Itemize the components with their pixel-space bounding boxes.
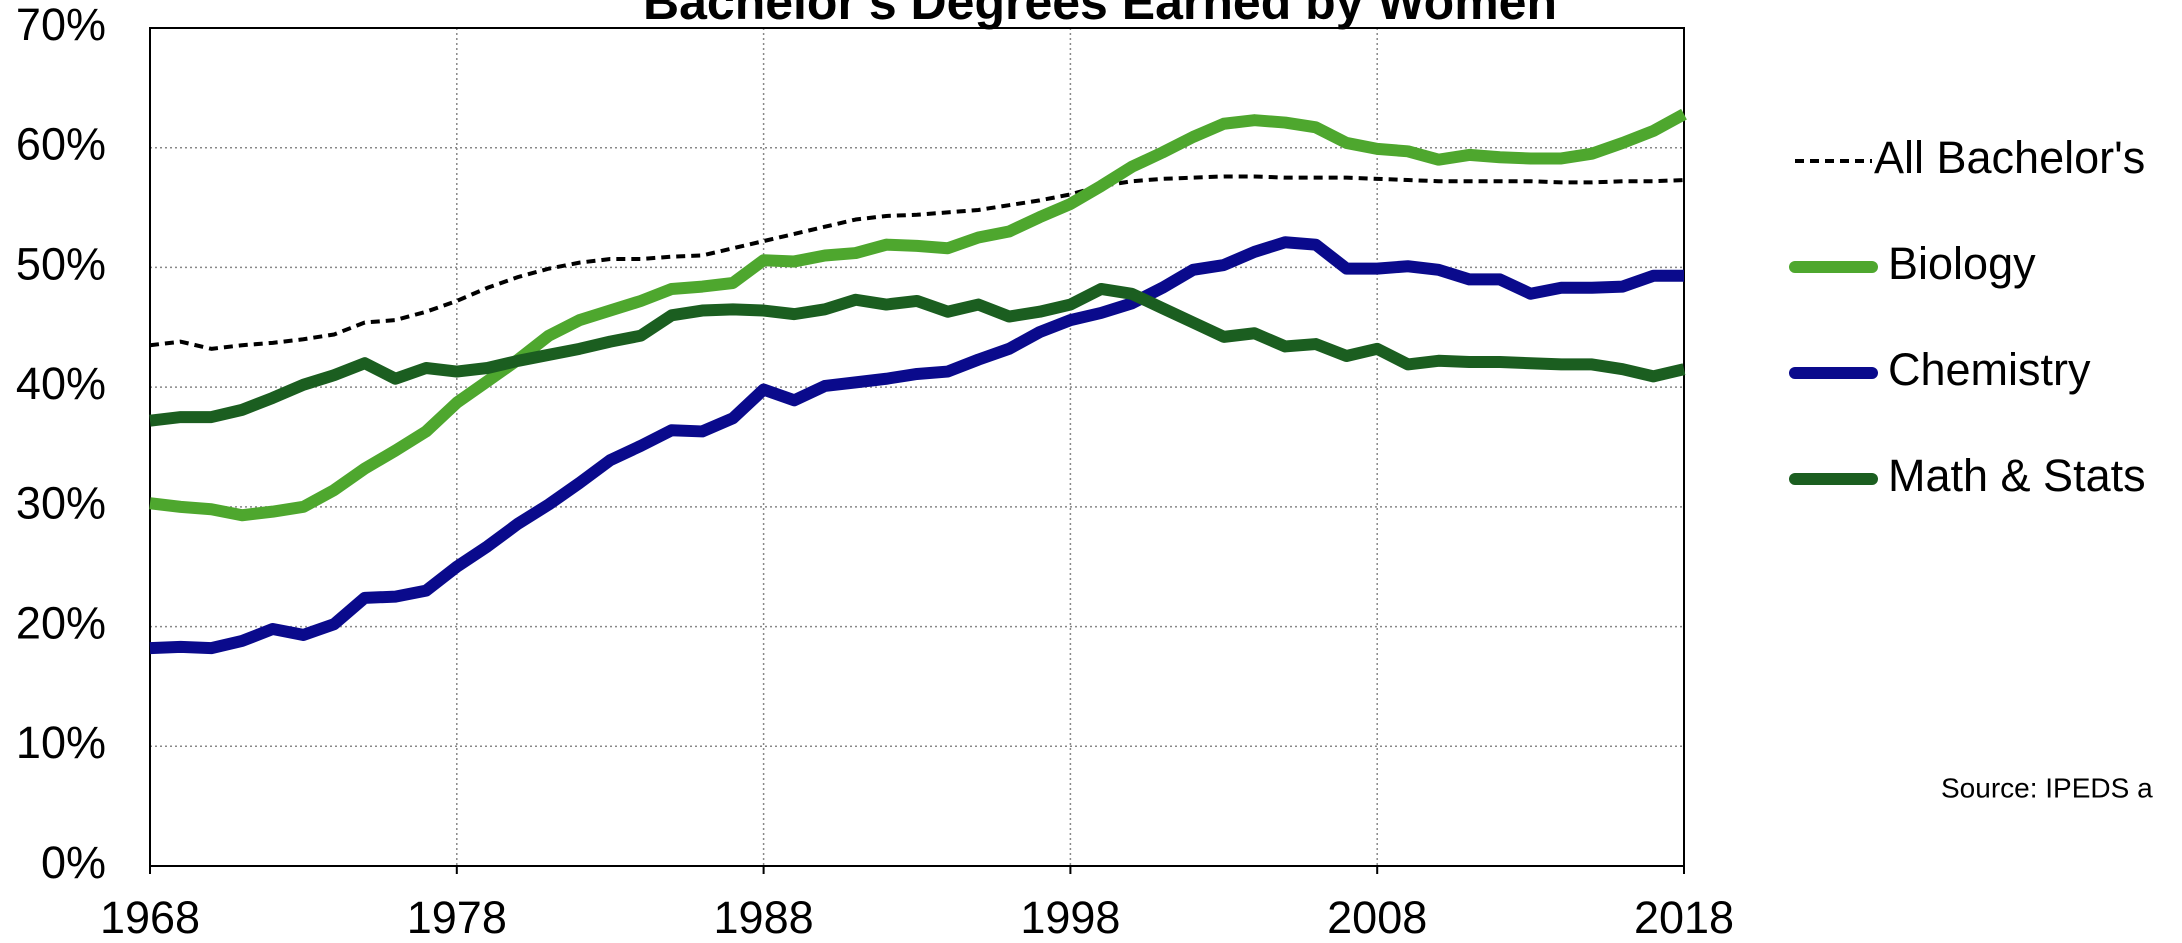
y-tick-label: 40% [16,358,106,409]
y-tick-label: 10% [16,717,106,768]
y-tick-label: 0% [41,837,106,888]
series-line [149,108,1687,522]
series-line [149,174,1685,351]
y-tick-label: 60% [16,119,106,170]
series-line [149,236,1684,655]
x-tick-label: 1978 [407,892,507,943]
x-tick-label: 2008 [1327,892,1427,943]
series-line [149,282,1686,427]
y-tick-label: 70% [16,0,106,50]
plot-frame [149,27,1685,867]
legend-label: Chemistry [1888,344,2091,395]
legend-label: Math & Stats [1888,450,2146,501]
source-note: Source: IPEDS a [1941,772,2153,803]
chart-title: Bachelor's Degrees Earned by Women [643,0,1557,30]
x-tick-label: 1988 [714,892,814,943]
x-tick-label: 1998 [1020,892,1120,943]
legend-label: Biology [1888,238,2036,289]
legend-label: All Bachelor's [1874,132,2145,183]
y-tick-label: 50% [16,238,106,289]
y-tick-label: 20% [16,597,106,648]
y-tick-label: 30% [16,478,106,529]
x-tick-label: 1968 [100,892,200,943]
x-tick-label: 2018 [1634,892,1734,943]
